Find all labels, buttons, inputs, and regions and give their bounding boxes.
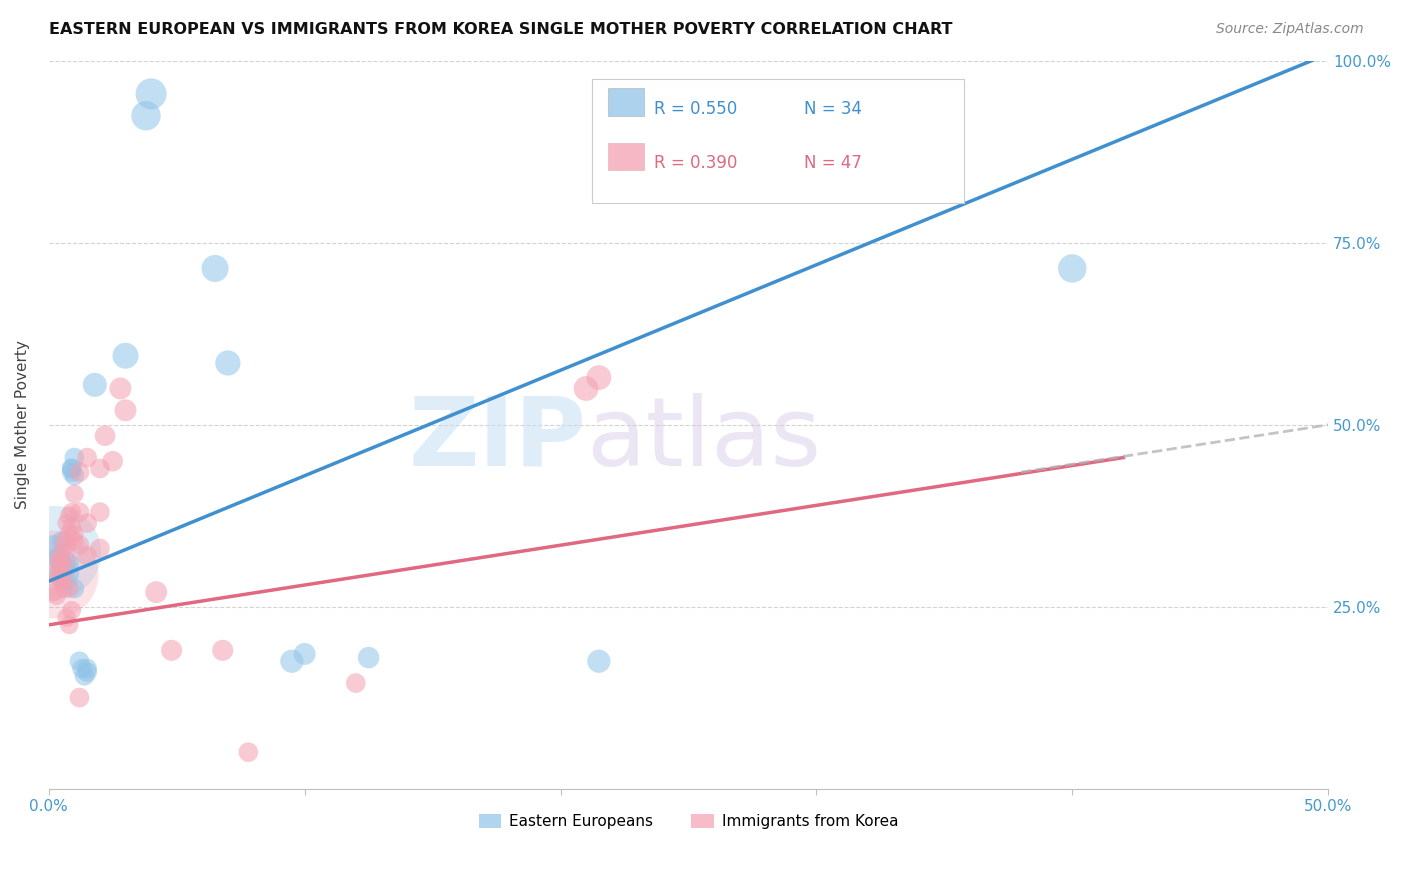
Point [135,109,157,123]
Point [60,465,83,479]
Point [58,556,80,570]
Text: N = 34: N = 34 [804,100,862,118]
Point [575,381,598,395]
Point [42,545,65,559]
Point [69,538,91,552]
Text: R = 0.550: R = 0.550 [654,100,737,118]
Point [53,582,76,596]
Point [89,505,111,519]
Point [58,527,80,541]
Point [63,487,86,501]
Point [51,559,73,574]
Point [238,745,260,759]
Point [69,465,91,479]
Point [76,661,98,675]
Point [45,552,67,566]
Legend: Eastern Europeans, Immigrants from Korea: Eastern Europeans, Immigrants from Korea [472,808,904,836]
Point [204,261,226,276]
Point [281,654,304,668]
Point [58,508,80,523]
Text: R = 0.390: R = 0.390 [654,153,737,171]
Point [94,429,117,443]
Point [63,527,86,541]
Point [69,690,91,705]
Point [58,582,80,596]
Point [83,377,105,392]
Point [211,643,233,657]
Point [48,566,70,581]
Point [76,665,98,680]
FancyBboxPatch shape [592,79,963,203]
Point [55,516,77,530]
Point [58,566,80,581]
Point [145,585,167,599]
Point [110,381,132,395]
Point [53,534,76,549]
Point [73,669,96,683]
Point [42,538,65,552]
Point [70,661,93,675]
Point [76,549,98,563]
Point [139,87,162,101]
Point [114,403,136,417]
Point [76,450,98,465]
Point [588,654,610,668]
Point [53,563,76,577]
Point [588,370,610,384]
Point [89,541,111,556]
Point [160,643,183,657]
Bar [607,143,644,170]
Point [48,571,70,585]
Text: EASTERN EUROPEAN VS IMMIGRANTS FROM KOREA SINGLE MOTHER POVERTY CORRELATION CHAR: EASTERN EUROPEAN VS IMMIGRANTS FROM KORE… [49,22,953,37]
Point [63,468,86,483]
Point [60,461,83,475]
Point [101,454,124,468]
Point [60,505,83,519]
Point [55,559,77,574]
Point [55,610,77,624]
Point [48,552,70,566]
Point [45,566,67,581]
Point [55,552,77,566]
Point [69,654,91,668]
Point [294,647,316,661]
Text: Source: ZipAtlas.com: Source: ZipAtlas.com [1216,22,1364,37]
Point [42,585,65,599]
Point [48,549,70,563]
Point [114,349,136,363]
Point [63,582,86,596]
Text: atlas: atlas [586,392,821,486]
Point [51,534,73,549]
Point [60,603,83,617]
Point [357,650,380,665]
Point [60,519,83,533]
Point [55,574,77,589]
Text: N = 47: N = 47 [804,153,862,171]
Point [48,556,70,570]
Point [69,505,91,519]
Point [63,450,86,465]
Point [51,566,73,581]
Point [1062,261,1084,276]
Point [89,461,111,475]
Point [51,545,73,559]
Point [60,461,83,475]
Point [45,589,67,603]
Point [51,556,73,570]
Point [344,676,367,690]
Point [42,566,65,581]
Point [55,538,77,552]
Bar [607,88,644,116]
Point [217,356,239,370]
Y-axis label: Single Mother Poverty: Single Mother Poverty [15,341,30,509]
Text: ZIP: ZIP [408,392,586,486]
Point [53,566,76,581]
Point [51,574,73,589]
Point [63,534,86,549]
Point [76,516,98,530]
Point [58,618,80,632]
